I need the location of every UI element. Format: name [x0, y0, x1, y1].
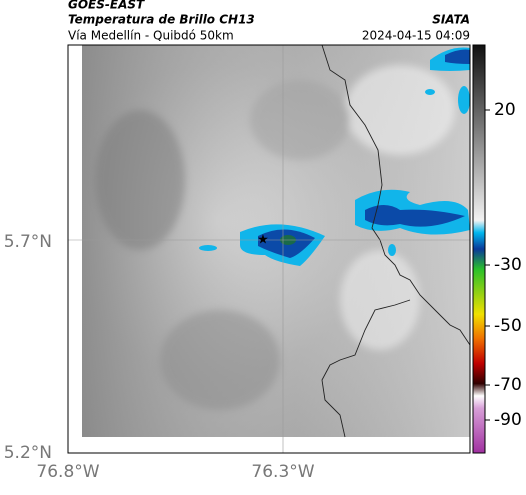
map-frame — [67, 44, 471, 454]
colorbar — [472, 44, 486, 454]
y-label: 5.7°N — [4, 232, 52, 252]
source: SIATA — [432, 13, 470, 27]
x-label: 76.3°W — [251, 462, 314, 482]
colorbar-label: 20 — [494, 100, 516, 120]
colorbar-label: -50 — [494, 316, 522, 336]
colorbar-label: -70 — [494, 375, 522, 395]
subtitle: Temperatura de Brillo CH13 — [68, 13, 255, 27]
datetime: 2024-04-15 04:09 — [362, 29, 470, 43]
y-label: 5.2°N — [4, 443, 52, 463]
colorbar-label: -30 — [494, 255, 522, 275]
colorbar-label: -90 — [494, 410, 522, 430]
title: GOES-EAST — [68, 0, 145, 12]
satellite-image — [82, 45, 470, 437]
location: Vía Medellín - Quibdó 50km — [68, 29, 234, 43]
location-marker: ★ — [257, 233, 269, 248]
x-label: 76.8°W — [36, 462, 99, 482]
